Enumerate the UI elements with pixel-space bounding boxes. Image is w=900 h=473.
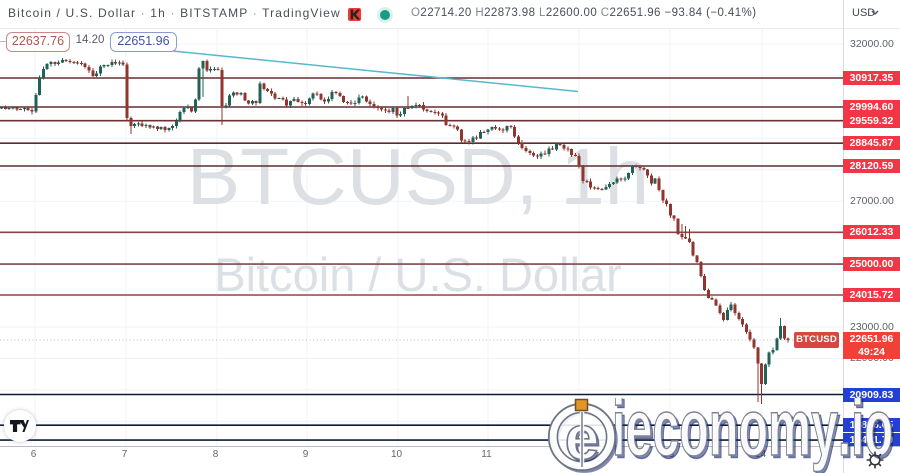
svg-text:ieconomy: ieconomy bbox=[614, 398, 840, 473]
svg-text:.io: .io bbox=[838, 398, 893, 472]
svg-text:ieconomy: ieconomy bbox=[612, 398, 838, 472]
svg-text:BTCUSD, 1h: BTCUSD, 1h bbox=[187, 132, 649, 221]
svg-text:.io: .io bbox=[840, 398, 895, 473]
svg-text:Bitcoin / U.S. Dollar: Bitcoin / U.S. Dollar bbox=[214, 248, 621, 301]
